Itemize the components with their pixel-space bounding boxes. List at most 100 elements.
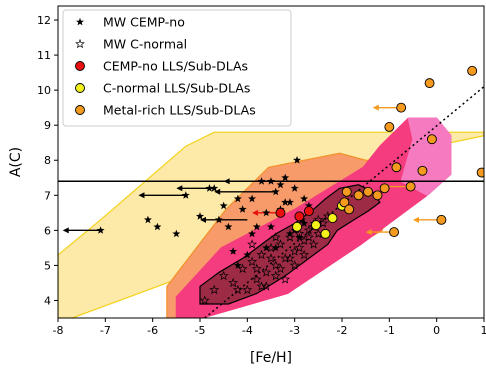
y-tick-label: 4 bbox=[44, 294, 51, 307]
mw-cemp-no-point bbox=[293, 156, 301, 164]
mw-cemp-no-point bbox=[300, 194, 309, 203]
mw-cemp-no-point bbox=[229, 247, 238, 255]
mw-c-normal-point bbox=[270, 270, 281, 281]
limit-arrow-head bbox=[252, 209, 259, 216]
mw-c-normal-point bbox=[303, 232, 314, 242]
y-tick-label: 7 bbox=[44, 189, 51, 202]
cemp-no-lls-sub-dlas-point bbox=[275, 207, 286, 218]
mw-c-normal-point bbox=[308, 239, 319, 249]
mw-c-normal-point bbox=[232, 284, 243, 295]
limit-arrow-head bbox=[413, 216, 419, 223]
x-tick-label: -2 bbox=[337, 324, 348, 337]
mw-cemp-no-point bbox=[210, 184, 219, 192]
metal-rich-lls-sub-dlas-point bbox=[341, 186, 352, 197]
x-tick-label: -5 bbox=[195, 324, 206, 337]
mw-c-normal-point bbox=[209, 284, 220, 295]
c-normal-lls-sub-dlas-point bbox=[327, 213, 338, 224]
metal-rich-lls-sub-dlas-point bbox=[363, 186, 373, 197]
mw-c-normal-point bbox=[256, 281, 267, 291]
mw-c-normal-point bbox=[303, 225, 314, 235]
x-tick-label: 0 bbox=[433, 324, 440, 337]
mw-c-normal-point bbox=[261, 267, 272, 277]
mw-cemp-no-point bbox=[281, 173, 290, 182]
plot-frame bbox=[57, 5, 485, 319]
c-normal-lls-sub-dlas-point bbox=[320, 228, 331, 239]
data-points bbox=[96, 65, 484, 305]
limit-arrow-head bbox=[200, 216, 206, 223]
metal-rich-lls-sub-dlas-point bbox=[417, 165, 428, 176]
y-tick-label: 12 bbox=[37, 14, 51, 27]
region-magenta-edge bbox=[400, 117, 452, 197]
legend-label: MW CEMP-no bbox=[103, 15, 185, 30]
mw-cemp-no-point bbox=[205, 184, 214, 192]
mw-c-normal-point bbox=[275, 239, 286, 249]
mw-cemp-no-point bbox=[267, 177, 275, 185]
metal-rich-lls-sub-dlas-point bbox=[426, 134, 437, 145]
x-tick-label: 1 bbox=[481, 324, 486, 337]
legend: MW CEMP-no MW C-normal CEMP-no LLS/Sub-DLA… bbox=[62, 9, 292, 127]
mw-cemp-no-point bbox=[219, 201, 228, 210]
legend-marker-c-normal-lls-sub-dlas bbox=[75, 83, 85, 93]
limit-arrow-head bbox=[214, 188, 221, 195]
mw-c-normal-point bbox=[256, 249, 267, 260]
metal-rich-lls-sub-dlas-point bbox=[467, 65, 478, 76]
mw-cemp-no-point bbox=[172, 229, 181, 238]
mw-c-normal-point bbox=[247, 256, 258, 267]
y-tick-label: 11 bbox=[37, 49, 51, 62]
mw-cemp-no-point bbox=[224, 222, 233, 231]
mw-c-normal-point bbox=[294, 242, 305, 253]
mw-cemp-no-point bbox=[267, 222, 275, 231]
mw-cemp-no-point bbox=[233, 194, 242, 203]
legend-label: CEMP-no LLS/Sub-DLAs bbox=[103, 59, 248, 74]
limit-arrow-head bbox=[365, 229, 372, 236]
mw-cemp-no-point bbox=[271, 187, 280, 196]
x-axis-label: [Fe/H] bbox=[250, 350, 292, 366]
mw-c-normal-point bbox=[218, 270, 229, 281]
y-axis-label: A(C) bbox=[8, 147, 24, 177]
mw-cemp-no-point bbox=[285, 198, 294, 206]
legend-marker-mw-c-normal bbox=[75, 38, 85, 49]
metal-rich-lls-sub-dlas-point bbox=[384, 121, 395, 132]
mw-cemp-no-point bbox=[143, 215, 152, 224]
metal-rich-lls-sub-dlas-point bbox=[339, 197, 350, 208]
mw-c-normal-point bbox=[228, 277, 239, 288]
mw-c-normal-point bbox=[284, 253, 295, 263]
mw-cemp-no-point bbox=[196, 212, 204, 220]
y-tick-label: 8 bbox=[44, 154, 51, 167]
x-tick-label: -4 bbox=[242, 324, 253, 337]
x-tick-label: -1 bbox=[384, 324, 395, 337]
metal-rich-lls-sub-dlas-point bbox=[436, 214, 447, 225]
metal-rich-lls-sub-dlas-point bbox=[476, 167, 484, 178]
limit-arrow-head bbox=[223, 178, 230, 185]
mw-cemp-no-point bbox=[262, 208, 271, 217]
metal-rich-lls-sub-dlas-point bbox=[396, 102, 407, 113]
mw-cemp-no-point bbox=[276, 180, 285, 189]
mw-cemp-no-point bbox=[257, 177, 266, 185]
x-tick-label: -7 bbox=[100, 324, 111, 337]
mw-c-normal-point bbox=[199, 295, 210, 305]
y-tick-label: 10 bbox=[37, 84, 51, 97]
mw-cemp-no-point bbox=[214, 215, 223, 224]
metal-rich-lls-sub-dlas-point bbox=[344, 204, 355, 215]
x-tick-label: -6 bbox=[147, 324, 158, 337]
x-tick-label: -8 bbox=[53, 324, 64, 337]
limit-arrow-head bbox=[138, 192, 145, 199]
limit-arrow-head bbox=[62, 227, 69, 234]
legend-marker-cemp-no-lls-sub-dlas bbox=[75, 61, 85, 71]
mw-c-normal-point bbox=[280, 274, 291, 284]
mw-c-normal-point bbox=[275, 263, 286, 274]
mw-c-normal-point bbox=[299, 249, 310, 260]
mw-cemp-no-point bbox=[295, 233, 304, 241]
y-tick-label: 9 bbox=[44, 119, 51, 132]
limit-arrow-head bbox=[372, 104, 379, 111]
legend-label: MW C-normal bbox=[103, 37, 187, 52]
legend-box bbox=[62, 9, 292, 127]
y-tick-label: 5 bbox=[44, 259, 51, 272]
metal-rich-lls-sub-dlas-point bbox=[424, 78, 435, 89]
legend-marker-mw-cemp-no bbox=[76, 17, 84, 26]
metal-rich-lls-sub-dlas-point bbox=[389, 227, 400, 238]
mw-c-normal-point bbox=[289, 260, 300, 270]
metal-rich-lls-sub-dlas-point bbox=[379, 183, 390, 194]
mw-cemp-no-point bbox=[233, 261, 242, 269]
